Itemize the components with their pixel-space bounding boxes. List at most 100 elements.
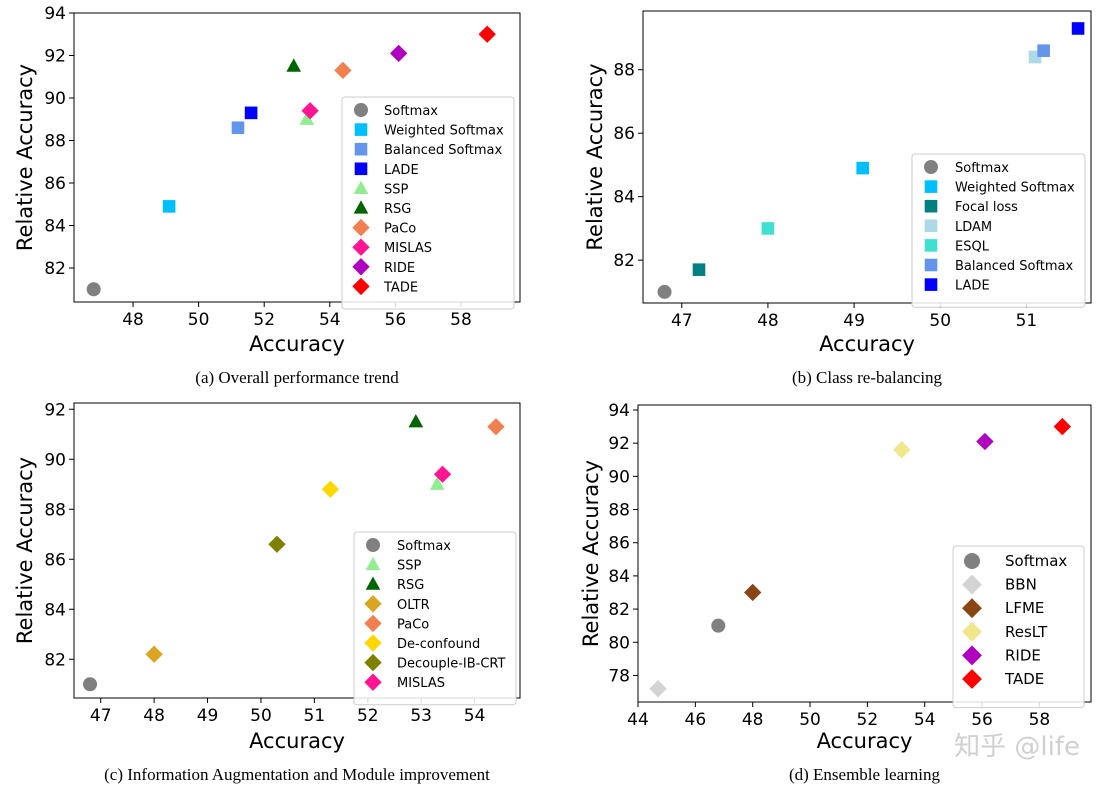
x-tick-label: 56 xyxy=(385,310,407,330)
legend-marker-rsg xyxy=(353,200,369,214)
legend-marker-paco xyxy=(352,218,370,237)
y-tick-label: 94 xyxy=(608,401,630,421)
legend-label-weighted-softmax: Weighted Softmax xyxy=(955,181,1075,196)
legend: Softmax SSP RSG OLTR PaCo De-confound Decouple… xyxy=(353,531,517,706)
legend-frame xyxy=(341,96,515,310)
x-tick-label: 47 xyxy=(90,706,112,726)
x-tick-label: 50 xyxy=(799,710,821,730)
x-tick-label: 46 xyxy=(685,710,707,730)
legend-marker-ride xyxy=(352,258,370,276)
data-point-mislas xyxy=(433,465,452,483)
data-point-mislas xyxy=(301,102,319,120)
y-tick-label: 90 xyxy=(608,467,630,487)
y-tick-label: 92 xyxy=(44,47,66,67)
legend-marker-softmax xyxy=(354,103,368,117)
legend: Softmax BBN LFME ResLT RIDE TADE xyxy=(952,545,1085,709)
data-point-ride xyxy=(976,432,994,451)
watermark: 知乎 @life xyxy=(954,732,1080,762)
legend-label-softmax: Softmax xyxy=(384,104,438,119)
legend-label-rsg: RSG xyxy=(397,578,424,593)
legend-marker-weighted-softmax xyxy=(354,123,368,136)
y-axis-label: Relative Accuracy xyxy=(579,460,603,647)
legend-marker-tade xyxy=(962,669,982,689)
legend-marker-tade xyxy=(352,277,370,296)
data-point-bbn xyxy=(649,680,667,698)
legend-marker-balanced-softmax xyxy=(354,142,368,156)
y-tick-label: 84 xyxy=(44,600,66,620)
x-tick-label: 44 xyxy=(627,710,649,730)
y-tick-label: 82 xyxy=(613,251,635,271)
data-point-reslt xyxy=(893,441,911,459)
x-tick-label: 48 xyxy=(757,311,779,331)
legend-marker-lade xyxy=(924,278,938,291)
legend-label-lade: LADE xyxy=(384,163,419,178)
legend-marker-focal-loss xyxy=(924,199,938,213)
data-point-lade xyxy=(244,106,258,120)
y-tick-label: 90 xyxy=(44,450,66,470)
legend-label-ssp: SSP xyxy=(384,182,409,197)
y-tick-label: 84 xyxy=(44,217,66,237)
x-tick-label: 58 xyxy=(1029,710,1051,730)
legend-marker-weighted-softmax xyxy=(924,180,938,193)
legend-marker-rsg xyxy=(365,576,381,590)
y-tick-label: 86 xyxy=(613,124,635,144)
data-point-softmax xyxy=(86,282,101,297)
data-point-lade xyxy=(1071,22,1085,35)
x-axis-label: Accuracy xyxy=(249,729,345,753)
legend-marker-reslt xyxy=(962,621,982,642)
x-tick-label: 49 xyxy=(843,311,865,331)
data-point-rsg xyxy=(286,58,302,72)
legend-label-balanced-softmax: Balanced Softmax xyxy=(384,143,503,158)
legend-marker-ssp xyxy=(365,556,381,571)
subplot-d: 44 46 48 50 52 54 56 58 78 80 82 84 86 88 90 92 94 Accura… xyxy=(579,401,1092,784)
legend-label-ldam: LDAM xyxy=(955,220,992,235)
subplot-c: 47 48 49 50 51 52 53 54 82 84 86 88 90 92 Accuracy Rela… xyxy=(13,400,521,784)
legend-label-tade: TADE xyxy=(1004,670,1044,688)
legend-marker-paco xyxy=(364,614,382,633)
subplot-b: 47 48 49 50 51 82 84 86 88 Accuracy Relative Accur… xyxy=(583,10,1092,387)
data-point-softmax xyxy=(657,284,672,299)
legend-label-mislas: MISLAS xyxy=(384,241,432,256)
x-tick-label: 51 xyxy=(1016,311,1038,331)
data-point-focal-loss xyxy=(692,263,706,276)
legend-frame xyxy=(952,545,1085,709)
axes-frame xyxy=(73,402,521,699)
data-point-ssp xyxy=(429,476,445,490)
legend-label-mislas: MISLAS xyxy=(397,676,445,691)
subplot-caption: (b) Class re-balancing xyxy=(792,368,943,387)
legend-marker-esql xyxy=(924,239,938,252)
legend-marker-lfme xyxy=(962,598,982,619)
y-tick-label: 84 xyxy=(608,567,630,587)
x-tick-label: 58 xyxy=(450,310,472,330)
data-point-decouple-ib-crt xyxy=(268,535,286,553)
legend-label-paco: PaCo xyxy=(397,617,429,632)
legend-frame xyxy=(911,153,1086,308)
legend-label-ride: RIDE xyxy=(384,261,415,276)
legend: Softmax Weighted Softmax Balanced Softmax L… xyxy=(341,96,515,310)
legend-marker-softmax xyxy=(924,160,938,174)
legend-marker-mislas xyxy=(364,673,382,691)
y-tick-label: 92 xyxy=(608,434,630,454)
data-point-balanced-softmax xyxy=(231,121,245,135)
legend-marker-de-confound xyxy=(364,634,382,652)
x-axis-label: Accuracy xyxy=(817,729,913,753)
legend-label-esql: ESQL xyxy=(955,239,990,254)
axes-frame xyxy=(73,12,521,303)
legend-marker-decouple-ib-crt xyxy=(364,653,382,672)
x-axis-label: Accuracy xyxy=(249,332,345,356)
y-axis-label: Relative Accuracy xyxy=(13,64,37,251)
data-point-ssp xyxy=(299,111,315,125)
y-tick-label: 92 xyxy=(44,400,66,420)
legend-marker-softmax xyxy=(366,538,380,552)
data-point-softmax xyxy=(711,618,726,633)
y-tick-label: 88 xyxy=(608,501,630,521)
y-tick-label: 82 xyxy=(608,600,630,620)
y-tick-label: 86 xyxy=(44,174,66,194)
x-tick-label: 50 xyxy=(929,311,951,331)
data-point-de-confound xyxy=(321,480,340,498)
legend-label-decouple-ib-crt: Decouple-IB-CRT xyxy=(397,657,506,672)
data-point-oltr xyxy=(145,645,163,663)
data-point-esql xyxy=(761,222,775,235)
legend-label-lade: LADE xyxy=(955,279,990,294)
y-tick-label: 82 xyxy=(44,650,66,670)
